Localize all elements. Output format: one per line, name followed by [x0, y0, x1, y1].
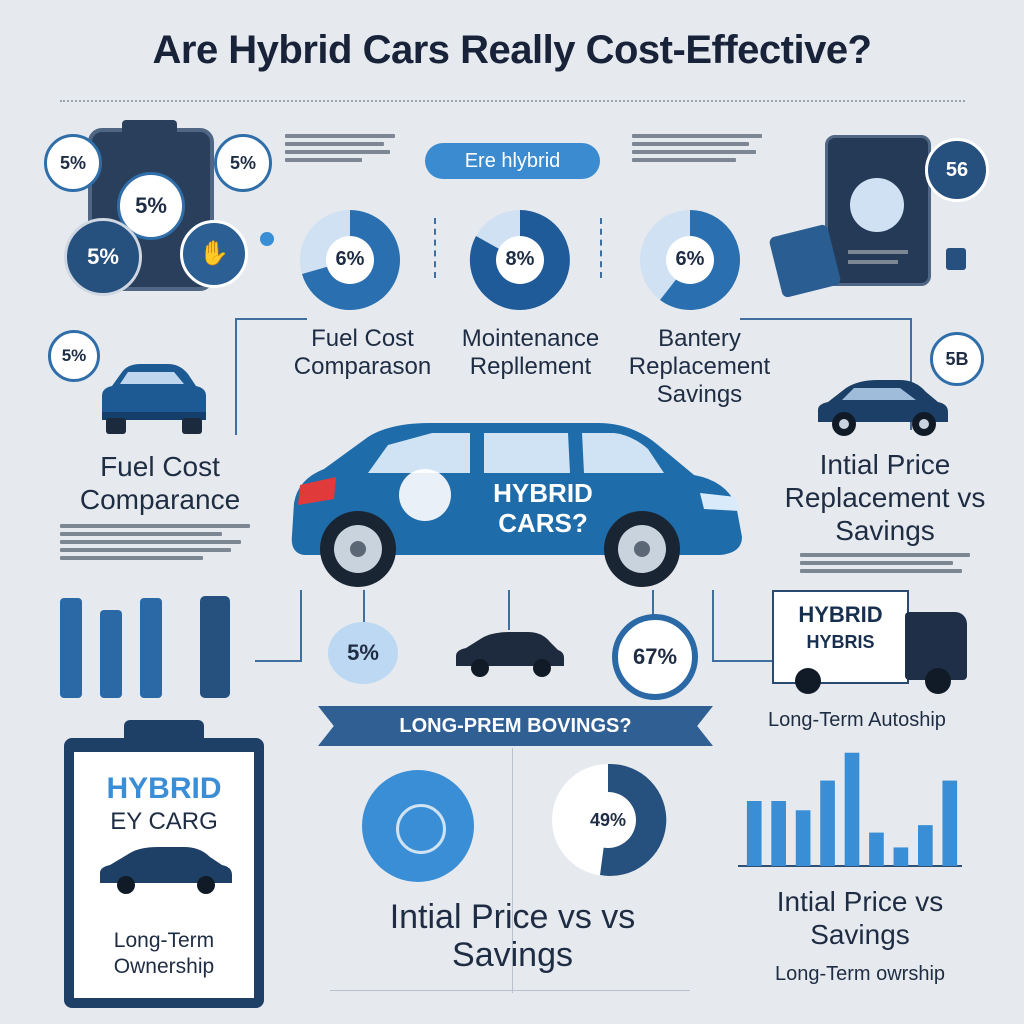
- bottom-divider: [512, 748, 513, 993]
- hand-icon: ✋: [180, 220, 248, 288]
- dot-icon: [260, 232, 274, 246]
- page-title: Are Hybrid Cars Really Cost-Effective?: [152, 28, 872, 72]
- small-grid-icon: [946, 248, 966, 270]
- delivery-truck: HYBRID HYBRIS: [772, 590, 909, 684]
- phone-device-illustration-right: [825, 135, 931, 286]
- bottom-donut-chart: [552, 763, 667, 876]
- battery-cells: [60, 596, 240, 698]
- car-icon-right: [818, 380, 948, 436]
- mid-connector-vert-2: [508, 590, 510, 630]
- right-text-block: [800, 553, 970, 573]
- truck-wheel-1: [795, 668, 821, 694]
- bar-3: [795, 810, 811, 866]
- donut-2-value: 8%: [505, 248, 535, 270]
- car-side-text: HYBRID CARS?: [493, 478, 593, 538]
- mid-connector-vert-1: [363, 590, 365, 622]
- connector-mid-left: [255, 590, 302, 662]
- truck-wheel-2: [925, 668, 951, 694]
- donut-2: [469, 210, 570, 310]
- savings-ribbon: LONG-PREM BOVINGS?: [318, 706, 713, 746]
- mid-left-badge: 5%: [328, 622, 398, 684]
- bar-4: [820, 780, 835, 866]
- hybrid-car-illustration: [291, 423, 742, 587]
- bottom-right-label: Intial Price vs Savings: [776, 886, 944, 950]
- clipboard-car-icon: [100, 847, 232, 894]
- right-percent-badge: 5B: [930, 332, 984, 386]
- bar-5: [844, 752, 860, 866]
- bar-7: [893, 847, 909, 866]
- truck-text-2: HYBRIS: [806, 632, 875, 652]
- donut-3: [640, 210, 740, 310]
- bottom-right-sublabel: Long-Term owrship: [774, 963, 946, 985]
- percent-badge-right: 5%: [214, 134, 272, 192]
- text-block-right: [632, 134, 762, 162]
- connector-left: [235, 318, 307, 435]
- car-icon-left: [102, 364, 206, 434]
- right-chart-title: Long-Term Autoship: [768, 709, 946, 731]
- percent-circle-dark: 5%: [64, 218, 142, 296]
- bar-1: [746, 801, 762, 866]
- donut-3-label: Bantery Replacement Savings: [628, 325, 771, 408]
- bottom-donut-value: 49%: [589, 810, 627, 830]
- bottom-divider-h: [330, 990, 690, 991]
- percent-badge-dark-right: 56: [925, 138, 989, 202]
- mid-right-badge: 67%: [612, 614, 698, 700]
- clipboard-line-2: EY CARG: [110, 808, 218, 835]
- title-divider: [60, 100, 965, 102]
- right-heading: Intial Price Replacement vs Savings: [784, 449, 986, 546]
- truck-text-1: HYBRID: [798, 602, 883, 627]
- left-text-block: [60, 524, 250, 560]
- donut-3-value: 6%: [675, 248, 705, 270]
- left-heading: Fuel Cost Comparance: [79, 451, 241, 515]
- recycle-circle-icon: [362, 770, 474, 882]
- donut-2-label: Mointenance Repllement: [461, 325, 600, 380]
- left-percent-badge: 5%: [48, 330, 100, 382]
- bar-6: [869, 832, 884, 866]
- bar-9: [942, 780, 958, 866]
- clipboard-line-3: Long-Term Ownership: [113, 929, 215, 978]
- small-car-icon: [456, 632, 564, 677]
- text-block-left: [285, 134, 395, 162]
- bar-chart: [738, 752, 962, 867]
- donut-1: [300, 210, 400, 310]
- dash-connector-1: [434, 218, 442, 278]
- bar-8: [918, 825, 933, 866]
- bar-2: [771, 801, 786, 866]
- bottom-center-label: Intial Price vs vs Savings: [389, 898, 636, 974]
- connector-mid-right: [712, 590, 774, 662]
- device-percent-badge: 5%: [117, 172, 185, 240]
- connector-right: [790, 318, 912, 430]
- hybrid-pill-label: Ere hlybrid: [425, 143, 600, 179]
- percent-badge-left: 5%: [44, 134, 102, 192]
- clipboard-line-1: HYBRID: [106, 772, 222, 805]
- donut-1-value: 6%: [335, 248, 365, 270]
- donut-1-label: Fuel Cost Comparason: [293, 325, 432, 380]
- mid-connector-vert-3: [652, 590, 654, 622]
- donut-charts: [300, 210, 740, 310]
- connector-right-car: [740, 318, 800, 320]
- dash-connector-2: [600, 218, 608, 278]
